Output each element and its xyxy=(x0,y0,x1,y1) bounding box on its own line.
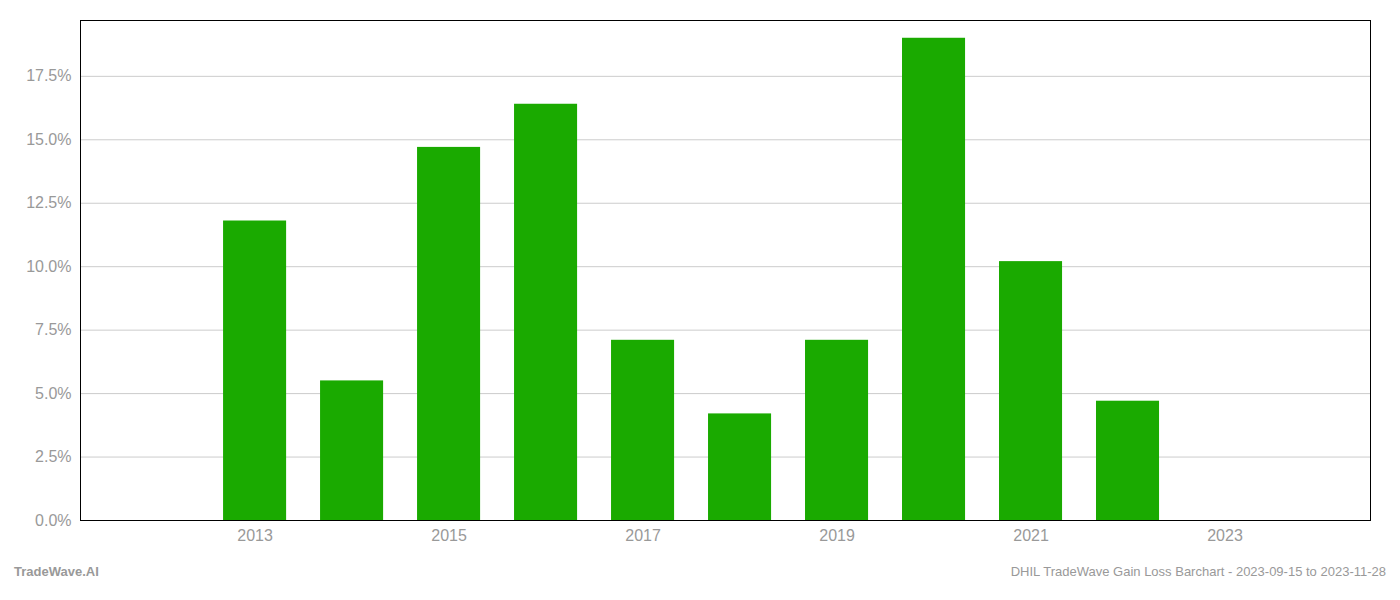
svg-text:2013: 2013 xyxy=(237,527,273,544)
svg-text:2017: 2017 xyxy=(625,527,661,544)
svg-text:17.5%: 17.5% xyxy=(26,67,71,84)
svg-text:2023: 2023 xyxy=(1207,527,1243,544)
svg-text:15.0%: 15.0% xyxy=(26,131,71,148)
svg-text:5.0%: 5.0% xyxy=(35,385,71,402)
html-text:DHIL TradeWave Gain Loss Barch: DHIL TradeWave Gain Loss Barchart - 2023… xyxy=(1010,564,1386,579)
svg-text:7.5%: 7.5% xyxy=(35,321,71,338)
svg-text:10.0%: 10.0% xyxy=(26,258,71,275)
html-text:TradeWave.AI: TradeWave.AI xyxy=(14,564,99,579)
svg-text:2015: 2015 xyxy=(431,527,467,544)
svg-text:0.0%: 0.0% xyxy=(35,512,71,529)
svg-text:12.5%: 12.5% xyxy=(26,194,71,211)
svg-text:2021: 2021 xyxy=(1013,527,1049,544)
svg-text:2.5%: 2.5% xyxy=(35,448,71,465)
svg-text:2019: 2019 xyxy=(819,527,855,544)
